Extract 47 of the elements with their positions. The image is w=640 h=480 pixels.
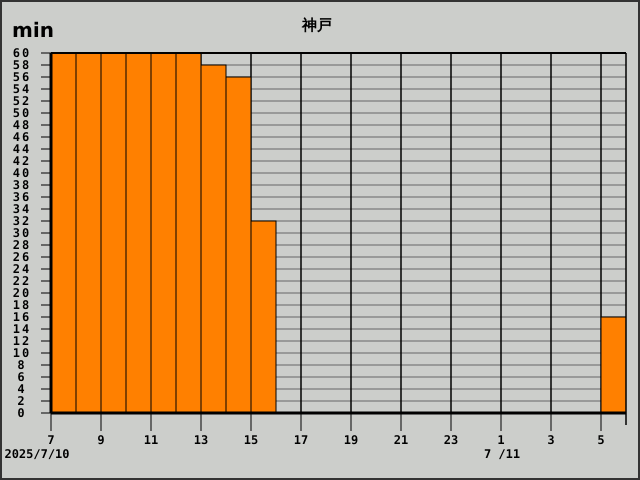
x-tick-label: 3 <box>547 433 555 447</box>
y-tick-label: 4 <box>17 382 27 396</box>
y-tick-label: 8 <box>17 358 27 372</box>
y-tick-label: 42 <box>12 154 32 168</box>
y-tick-label: 22 <box>12 274 32 288</box>
text: 7 /11 <box>484 447 520 461</box>
chart-title: 神戸 <box>301 16 332 34</box>
y-tick-label: 26 <box>12 250 32 264</box>
y-tick-label: 12 <box>12 334 32 348</box>
y-tick-label: 32 <box>12 214 32 228</box>
x-tick-label: 7 <box>47 433 55 447</box>
y-tick-label: 50 <box>12 106 32 120</box>
y-tick-label: 20 <box>12 286 32 300</box>
x-tick-label: 9 <box>97 433 105 447</box>
x-tick-label: 13 <box>194 433 208 447</box>
y-tick-label: 46 <box>12 130 32 144</box>
y-tick-label: 56 <box>12 70 32 84</box>
x-tick-label: 17 <box>294 433 308 447</box>
y-tick-label: 34 <box>12 202 32 216</box>
y-tick-label: 36 <box>12 190 32 204</box>
y-tick-label: 16 <box>12 310 32 324</box>
y-tick-label: 38 <box>12 178 32 192</box>
y-tick-label: 54 <box>12 82 32 96</box>
y-axis-title: min <box>12 18 54 42</box>
x-tick-label: 15 <box>244 433 258 447</box>
y-tick-label: 40 <box>12 166 32 180</box>
x-tick-label: 1 <box>497 433 505 447</box>
y-tick-label: 58 <box>12 58 32 72</box>
y-tick-label: 24 <box>12 262 32 276</box>
y-tick-label: 10 <box>12 346 32 360</box>
y-tick-label: 6 <box>17 370 27 384</box>
y-tick-label: 60 <box>12 46 32 60</box>
y-tick-label: 44 <box>12 142 32 156</box>
x-tick-label: 23 <box>444 433 458 447</box>
x-tick-label: 19 <box>344 433 358 447</box>
y-tick-label: 28 <box>12 238 32 252</box>
y-tick-label: 30 <box>12 226 32 240</box>
y-tick-label: 14 <box>12 322 32 336</box>
y-tick-label: 18 <box>12 298 32 312</box>
y-tick-label: 52 <box>12 94 32 108</box>
y-tick-label: 48 <box>12 118 32 132</box>
text: 2025/7/10 <box>4 447 70 461</box>
y-tick-label: 0 <box>17 406 27 420</box>
x-tick-label: 21 <box>394 433 408 447</box>
y-tick-label: 2 <box>17 394 27 408</box>
x-tick-label: 11 <box>144 433 158 447</box>
x-tick-label: 5 <box>597 433 605 447</box>
